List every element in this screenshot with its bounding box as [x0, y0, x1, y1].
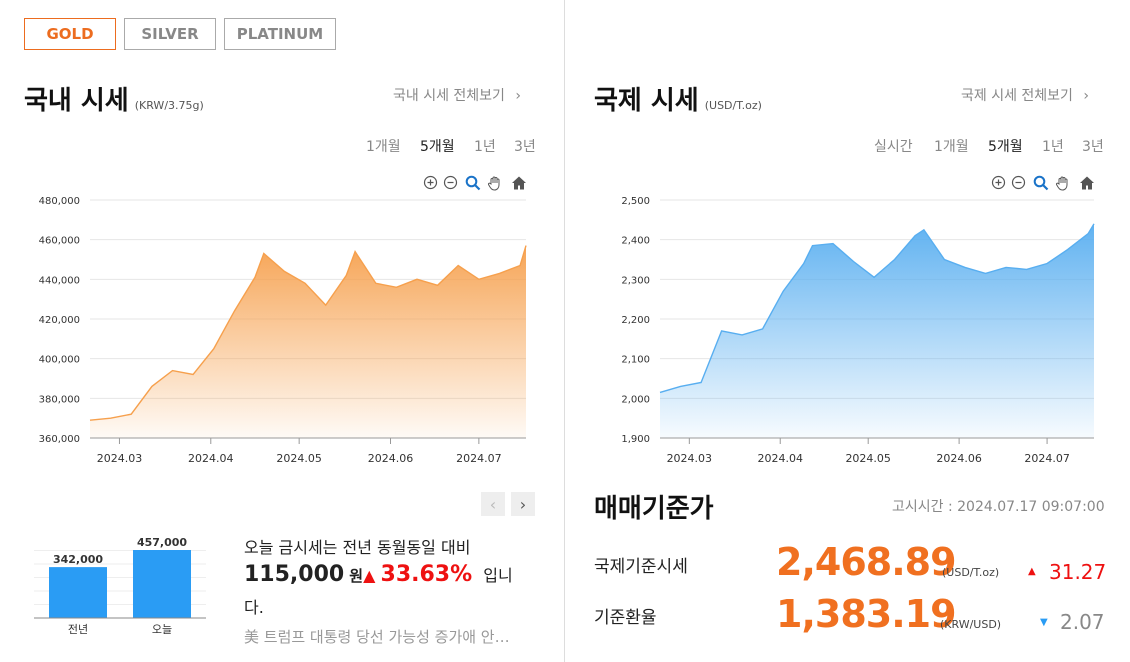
column-divider [564, 0, 565, 662]
y-tick-label: 2,200 [621, 315, 650, 326]
domestic-title-text: 국내 시세 [24, 86, 129, 116]
zoom-in-icon[interactable] [422, 174, 439, 191]
home-icon[interactable] [1078, 174, 1095, 191]
magnifier-icon[interactable] [1032, 174, 1049, 191]
domestic-price-chart: 480,000 460,000 440,000 420,000 400,000 380,0… [39, 196, 527, 465]
magnifier-icon[interactable] [464, 174, 481, 191]
year-compare-chart: 342,000 전년 457,000 오늘 [34, 536, 206, 636]
international-price-chart: 2,500 2,400 2,300 2,200 2,100 2,000 1,900 2024.… [621, 196, 1095, 465]
chevron-right-icon: › [515, 88, 522, 104]
y-tick-label: 440,000 [39, 275, 80, 286]
x-tick-label: 2024.05 [845, 452, 891, 465]
x-tick-label: 2024.04 [188, 452, 234, 465]
x-tick-label: 2024.06 [936, 452, 982, 465]
zoom-out-icon[interactable] [1010, 174, 1027, 191]
y-tick-label: 480,000 [39, 196, 80, 207]
x-tick-label: 2024.03 [667, 452, 713, 465]
y-tick-label: 380,000 [39, 394, 80, 405]
change-percent: 33.63% [380, 562, 473, 587]
bar-category-label: 전년 [68, 623, 88, 636]
x-tick-label: 2024.04 [757, 452, 803, 465]
zoom-in-icon[interactable] [990, 174, 1007, 191]
ref-change-intl: 31.27 [1049, 560, 1107, 584]
bar [49, 567, 107, 618]
domestic-period-1m[interactable]: 1개월 [366, 139, 401, 155]
ref-label-fx: 기준환율 [594, 608, 657, 628]
next-button[interactable]: › [511, 492, 535, 516]
price-line [659, 223, 1095, 394]
bar-category-label: 오늘 [152, 623, 172, 636]
ref-unit-fx: (KRW/USD) [940, 618, 1002, 631]
y-tick-label: 2,400 [621, 236, 650, 247]
x-tick-label: 2024.03 [97, 452, 143, 465]
international-view-all-label: 국제 시세 전체보기 [961, 88, 1073, 104]
international-title: 국제 시세 (USD/T.oz) [594, 80, 762, 117]
tab-platinum[interactable]: PLATINUM [224, 18, 336, 50]
prev-button[interactable]: ‹ [481, 492, 505, 516]
price-area [90, 245, 526, 438]
x-tick-label: 2024.05 [276, 452, 322, 465]
domestic-period-3y[interactable]: 3년 [514, 139, 536, 155]
bar-value-label: 342,000 [53, 553, 103, 566]
y-tick-label: 2,300 [621, 275, 650, 286]
domestic-period-1y[interactable]: 1년 [474, 139, 496, 155]
change-amount: 115,000 [244, 562, 345, 587]
international-title-text: 국제 시세 [594, 86, 699, 116]
chevron-left-icon: ‹ [489, 494, 497, 514]
price-line [89, 245, 527, 421]
chevron-right-icon: › [1083, 88, 1090, 104]
ref-label-intl: 국제기준시세 [594, 557, 688, 577]
domestic-period-5m[interactable]: 5개월 [420, 139, 455, 155]
y-tick-label: 460,000 [39, 236, 80, 247]
zoom-out-icon[interactable] [442, 174, 459, 191]
intl-period-1y[interactable]: 1년 [1042, 139, 1064, 155]
bar-value-label: 457,000 [137, 536, 187, 549]
chevron-right-icon: › [519, 494, 527, 514]
international-view-all-link[interactable]: 국제 시세 전체보기 › [961, 85, 1089, 105]
intl-period-live[interactable]: 실시간 [874, 139, 913, 155]
down-arrow-icon: ▼ [1040, 617, 1048, 628]
y-tick-label: 2,000 [621, 394, 650, 405]
y-tick-label: 2,100 [621, 355, 650, 366]
tab-silver[interactable]: SILVER [124, 18, 216, 50]
price-area [660, 223, 1094, 438]
domestic-view-all-link[interactable]: 국내 시세 전체보기 › [393, 85, 521, 105]
summary-text: 오늘 금시세는 전년 동월동일 대비 [244, 538, 471, 557]
news-link[interactable]: 美 트럼프 대통령 당선 가능성 증가애 안… [244, 628, 510, 646]
pan-hand-icon[interactable] [1054, 174, 1071, 191]
ref-unit-intl: (USD/T.oz) [942, 566, 1000, 579]
y-tick-label: 1,900 [621, 434, 650, 445]
up-arrow-icon: ▲ [1028, 566, 1036, 577]
x-tick-label: 2024.06 [368, 452, 414, 465]
summary-change: 115,000 원▲ 33.63% 입니 [244, 562, 513, 587]
x-tick-label: 2024.07 [456, 452, 502, 465]
domestic-view-all-label: 국내 시세 전체보기 [393, 88, 505, 104]
y-tick-label: 2,500 [621, 196, 650, 207]
intl-period-5m[interactable]: 5개월 [988, 139, 1023, 155]
y-tick-label: 360,000 [39, 434, 80, 445]
x-tick-label: 2024.07 [1024, 452, 1070, 465]
timestamp: 고시시간 : 2024.07.17 09:07:00 [892, 499, 1105, 515]
domestic-unit: (KRW/3.75g) [134, 99, 204, 112]
summary-suffix: 입니 [483, 566, 513, 585]
ref-value-intl: 2,468.89 [776, 540, 957, 584]
tab-gold[interactable]: GOLD [24, 18, 116, 50]
up-arrow-icon: ▲ [363, 566, 376, 585]
bar [133, 550, 191, 618]
intl-period-1m[interactable]: 1개월 [934, 139, 969, 155]
ref-change-fx: 2.07 [1060, 610, 1105, 634]
ref-value-fx: 1,383.19 [776, 592, 957, 636]
home-icon[interactable] [510, 174, 527, 191]
change-won: 원 [349, 567, 364, 585]
international-unit: (USD/T.oz) [704, 99, 762, 112]
y-tick-label: 400,000 [39, 355, 80, 366]
summary-end: 다. [244, 598, 264, 617]
pan-hand-icon[interactable] [486, 174, 503, 191]
y-tick-label: 420,000 [39, 315, 80, 326]
domestic-title: 국내 시세 (KRW/3.75g) [24, 80, 204, 117]
intl-period-3y[interactable]: 3년 [1082, 139, 1104, 155]
reference-title: 매매기준가 [594, 494, 714, 524]
